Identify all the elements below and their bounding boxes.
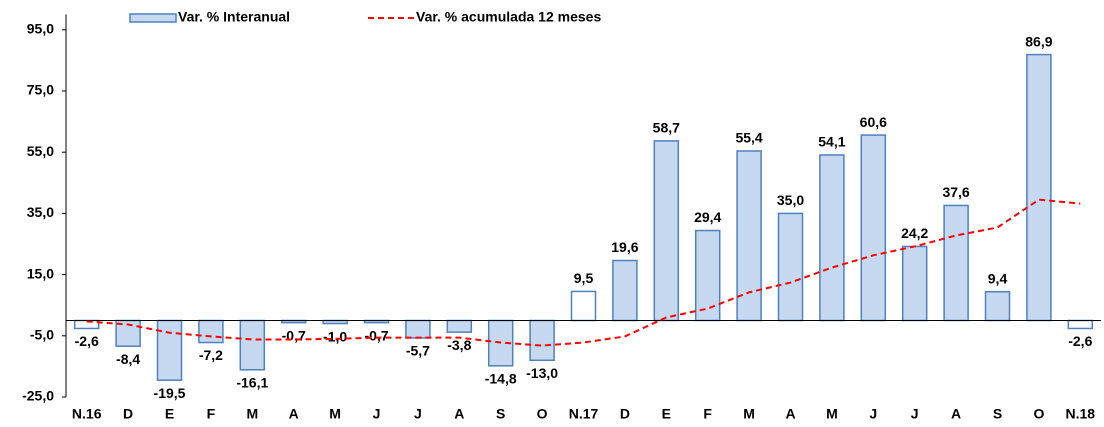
data-label: -0,7	[364, 327, 388, 343]
data-label: -16,1	[236, 374, 268, 390]
line	[86, 198, 1081, 347]
bar	[1026, 53, 1052, 322]
x-tick-label: A	[289, 406, 299, 422]
x-tick-label: E	[662, 406, 671, 422]
data-label: -0,7	[282, 327, 306, 343]
bar	[653, 140, 680, 322]
x-tick-label: A	[785, 406, 795, 422]
x-tick-label: S	[496, 406, 505, 422]
data-label: 35,0	[777, 192, 804, 208]
bar	[694, 229, 721, 322]
data-label: -3,8	[447, 337, 471, 353]
y-tick-label: 75,0	[27, 82, 54, 98]
legend-label: Var. % Interanual	[178, 9, 290, 25]
data-label: -8,4	[116, 351, 140, 367]
x-tick-label: O	[1033, 406, 1044, 422]
bar	[901, 245, 928, 322]
bar	[570, 290, 597, 322]
y-tick-label: 95,0	[27, 21, 54, 37]
data-label: 9,4	[988, 270, 1008, 286]
data-label: 58,7	[653, 120, 680, 136]
legend-label: Var. % acumulada 12 meses	[416, 9, 601, 25]
x-tick-label: D	[123, 406, 133, 422]
x-tick-label: N.17	[569, 406, 599, 422]
data-label: -14,8	[485, 370, 517, 386]
x-tick-label: J	[869, 406, 877, 422]
x-tick-label: M	[826, 406, 838, 422]
bar	[405, 319, 431, 339]
bar	[1067, 319, 1094, 330]
data-label: -19,5	[154, 385, 186, 401]
x-tick-label: O	[537, 406, 548, 422]
x-tick-label: F	[703, 406, 712, 422]
x-tick-label: A	[454, 406, 464, 422]
x-tick-label: M	[743, 406, 755, 422]
legend-swatch	[129, 13, 177, 23]
x-tick-label: J	[373, 406, 381, 422]
data-label: -7,2	[199, 347, 223, 363]
bar	[984, 290, 1011, 322]
data-label: 9,5	[574, 270, 594, 286]
data-label: -2,6	[75, 333, 99, 349]
data-label: -13,0	[526, 365, 558, 381]
data-label: 24,2	[901, 225, 928, 241]
x-tick-label: M	[329, 406, 341, 422]
x-tick-label: F	[207, 406, 216, 422]
bar	[777, 212, 804, 322]
y-tick-label: 35,0	[27, 204, 54, 220]
data-label: 54,1	[818, 134, 845, 150]
bar	[446, 319, 473, 333]
x-tick-label: N.18	[1066, 406, 1096, 422]
y-tick-label: 55,0	[27, 143, 54, 159]
x-tick-label: E	[165, 406, 174, 422]
y-tick-label: -5,0	[30, 327, 54, 343]
data-label: 19,6	[611, 239, 638, 255]
y-tick-label: -25,0	[22, 388, 54, 404]
data-label: 29,4	[694, 209, 721, 225]
data-label: 60,6	[860, 114, 887, 130]
data-label: 55,4	[735, 130, 762, 146]
bar	[239, 319, 266, 371]
x-tick-label: M	[246, 406, 258, 422]
y-tick-label: 15,0	[27, 265, 54, 281]
data-label: -1,0	[323, 328, 347, 344]
data-label: 37,6	[942, 184, 969, 200]
bar	[943, 204, 969, 322]
x-tick-label: J	[414, 406, 422, 422]
bar	[860, 134, 887, 322]
data-label: 86,9	[1025, 33, 1052, 49]
x-tick-label: D	[620, 406, 630, 422]
bar	[529, 319, 555, 362]
x-tick-label: S	[993, 406, 1002, 422]
bar	[819, 154, 845, 322]
x-tick-label: A	[951, 406, 961, 422]
x-tick-label: J	[911, 406, 919, 422]
data-label: -2,6	[1068, 333, 1092, 349]
bar	[612, 259, 638, 322]
bar	[198, 319, 224, 344]
x-tick-label: N.16	[72, 406, 102, 422]
data-label: -5,7	[406, 343, 430, 359]
bar	[156, 319, 183, 381]
